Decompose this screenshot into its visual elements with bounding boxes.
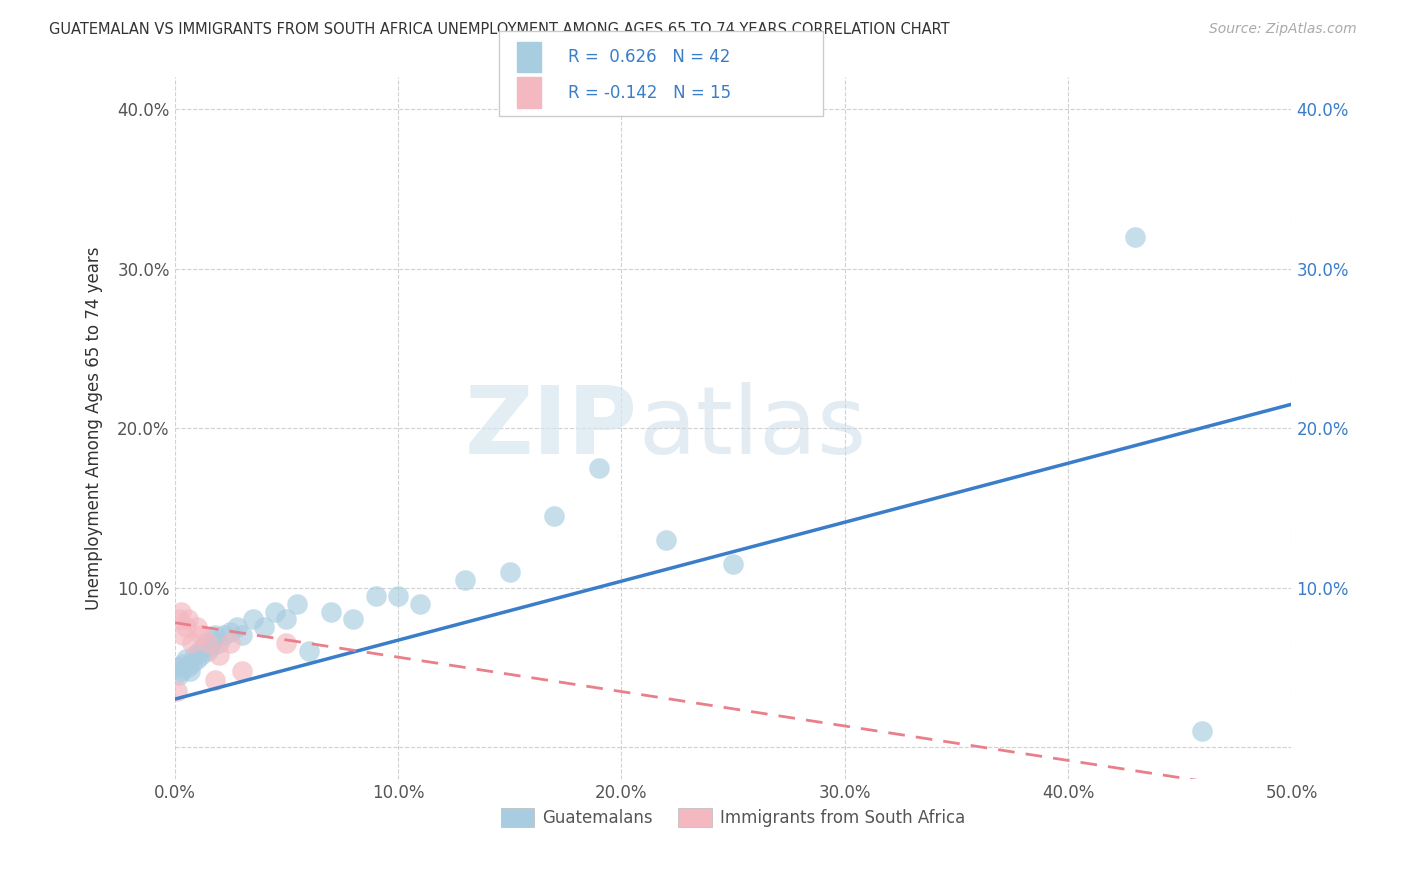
Point xyxy=(200,640,222,654)
Point xyxy=(188,644,211,658)
Text: atlas: atlas xyxy=(638,382,866,475)
Point xyxy=(181,636,204,650)
Point xyxy=(208,648,231,662)
Point xyxy=(498,565,520,579)
Text: Source: ZipAtlas.com: Source: ZipAtlas.com xyxy=(1209,22,1357,37)
Point xyxy=(194,636,217,650)
Point xyxy=(219,636,242,650)
Y-axis label: Unemployment Among Ages 65 to 74 years: Unemployment Among Ages 65 to 74 years xyxy=(86,246,103,610)
Point xyxy=(190,648,212,662)
Point xyxy=(219,625,242,640)
Point xyxy=(166,684,188,698)
Point xyxy=(179,664,201,678)
Point xyxy=(167,668,190,682)
Point xyxy=(231,628,253,642)
Legend: Guatemalans, Immigrants from South Africa: Guatemalans, Immigrants from South Afric… xyxy=(495,801,972,834)
Point xyxy=(287,597,309,611)
Point xyxy=(197,644,219,658)
Point xyxy=(170,664,193,678)
Point xyxy=(276,636,298,650)
Point xyxy=(297,644,319,658)
Point xyxy=(253,620,276,634)
Point xyxy=(264,605,287,619)
Point xyxy=(319,605,342,619)
Point xyxy=(177,660,200,674)
Text: GUATEMALAN VS IMMIGRANTS FROM SOUTH AFRICA UNEMPLOYMENT AMONG AGES 65 TO 74 YEAR: GUATEMALAN VS IMMIGRANTS FROM SOUTH AFRI… xyxy=(49,22,950,37)
Point xyxy=(342,612,364,626)
Text: R =  0.626   N = 42: R = 0.626 N = 42 xyxy=(568,48,730,66)
Point xyxy=(204,673,226,687)
Point xyxy=(387,589,409,603)
Point xyxy=(543,508,565,523)
Point xyxy=(177,612,200,626)
Point xyxy=(186,652,208,666)
Point xyxy=(174,652,197,666)
Point xyxy=(655,533,678,547)
Point xyxy=(190,628,212,642)
Point xyxy=(204,628,226,642)
Point xyxy=(454,573,477,587)
Point xyxy=(170,605,193,619)
Point xyxy=(364,589,387,603)
Point xyxy=(242,612,264,626)
Point xyxy=(409,597,432,611)
Point xyxy=(721,557,744,571)
Point xyxy=(181,656,204,670)
Point xyxy=(208,636,231,650)
Point xyxy=(231,664,253,678)
Point xyxy=(167,612,190,626)
Point xyxy=(183,648,205,662)
Point xyxy=(588,461,610,475)
Point xyxy=(166,660,188,674)
Point xyxy=(173,628,195,642)
Point xyxy=(193,641,215,656)
Point xyxy=(173,657,195,672)
Point xyxy=(212,628,235,642)
Point xyxy=(1123,230,1146,244)
Text: ZIP: ZIP xyxy=(465,382,638,475)
Point xyxy=(276,612,298,626)
Point xyxy=(1191,724,1213,739)
Point xyxy=(174,620,197,634)
Point xyxy=(201,633,224,648)
Text: R = -0.142   N = 15: R = -0.142 N = 15 xyxy=(568,84,731,102)
Point xyxy=(186,620,208,634)
Point xyxy=(226,620,249,634)
Point xyxy=(197,636,219,650)
